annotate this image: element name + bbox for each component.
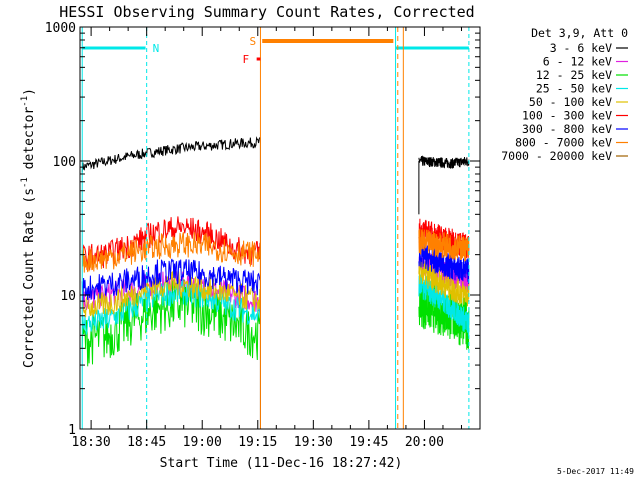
series-line	[418, 242, 470, 284]
x-tick-label: 18:30	[72, 435, 111, 450]
y-axis-label-main: Corrected Count Rate (s	[22, 188, 37, 368]
x-axis-label: Start Time (11-Dec-16 18:27:42)	[160, 456, 403, 471]
saa-flag-label: S	[249, 35, 256, 48]
legend-label: 100 - 300 keV	[522, 109, 612, 123]
y-axis-label-end: )	[22, 88, 37, 96]
legend-label: 12 - 25 keV	[536, 68, 612, 82]
x-tick-label: 20:00	[405, 435, 444, 450]
y-axis-label-mid: detector	[22, 107, 37, 178]
flare-flag-label: F	[242, 53, 249, 66]
legend-label: 800 - 7000 keV	[515, 136, 612, 150]
legend-title: Det 3,9, Att 0	[531, 26, 628, 40]
x-tick-label: 19:45	[349, 435, 388, 450]
y-tick-label: 10	[60, 289, 76, 304]
series-line	[81, 136, 261, 173]
series-line	[418, 259, 470, 307]
series-line	[418, 228, 470, 262]
overlay-layer: N SF	[81, 27, 470, 429]
series-line	[81, 271, 261, 318]
y-axis-label: Corrected Count Rate (s-1 detector-1)	[20, 88, 37, 368]
y-axis: 1 10 100 1000	[45, 21, 480, 438]
y-axis-label-sup1: -1	[20, 177, 30, 188]
x-axis: 18:30 18:45 19:00 19:15 19:30 19:45 20:00	[72, 27, 462, 450]
chart-title: HESSI Observing Summary Count Rates, Cor…	[59, 3, 474, 21]
legend-label: 6 - 12 keV	[543, 55, 612, 69]
plot-frame	[79, 26, 481, 430]
y-axis-label-sup2: -1	[20, 96, 30, 107]
x-tick-label: 19:15	[238, 435, 277, 450]
series-line	[418, 273, 470, 337]
legend-label: 50 - 100 keV	[529, 95, 612, 109]
x-tick-label: 19:30	[294, 435, 333, 450]
series-line	[418, 275, 470, 350]
y-tick-label: 1000	[45, 21, 76, 36]
series-line	[81, 271, 261, 313]
legend-label: 7000 - 20000 keV	[501, 149, 612, 163]
legend-label: 25 - 50 keV	[536, 82, 612, 96]
series-line	[81, 258, 261, 303]
data-layer	[81, 136, 470, 429]
y-tick-label: 1	[68, 423, 76, 438]
x-tick-label: 19:00	[183, 435, 222, 450]
timestamp: 5-Dec-2017 11:49	[557, 467, 634, 476]
x-tick-label: 18:45	[127, 435, 166, 450]
series-line	[81, 232, 261, 273]
legend-label: 3 - 6 keV	[550, 41, 612, 55]
y-tick-label: 100	[53, 155, 76, 170]
legend-label: 300 - 800 keV	[522, 122, 612, 136]
night-flag-label: N	[153, 42, 160, 55]
series-line	[418, 155, 470, 169]
